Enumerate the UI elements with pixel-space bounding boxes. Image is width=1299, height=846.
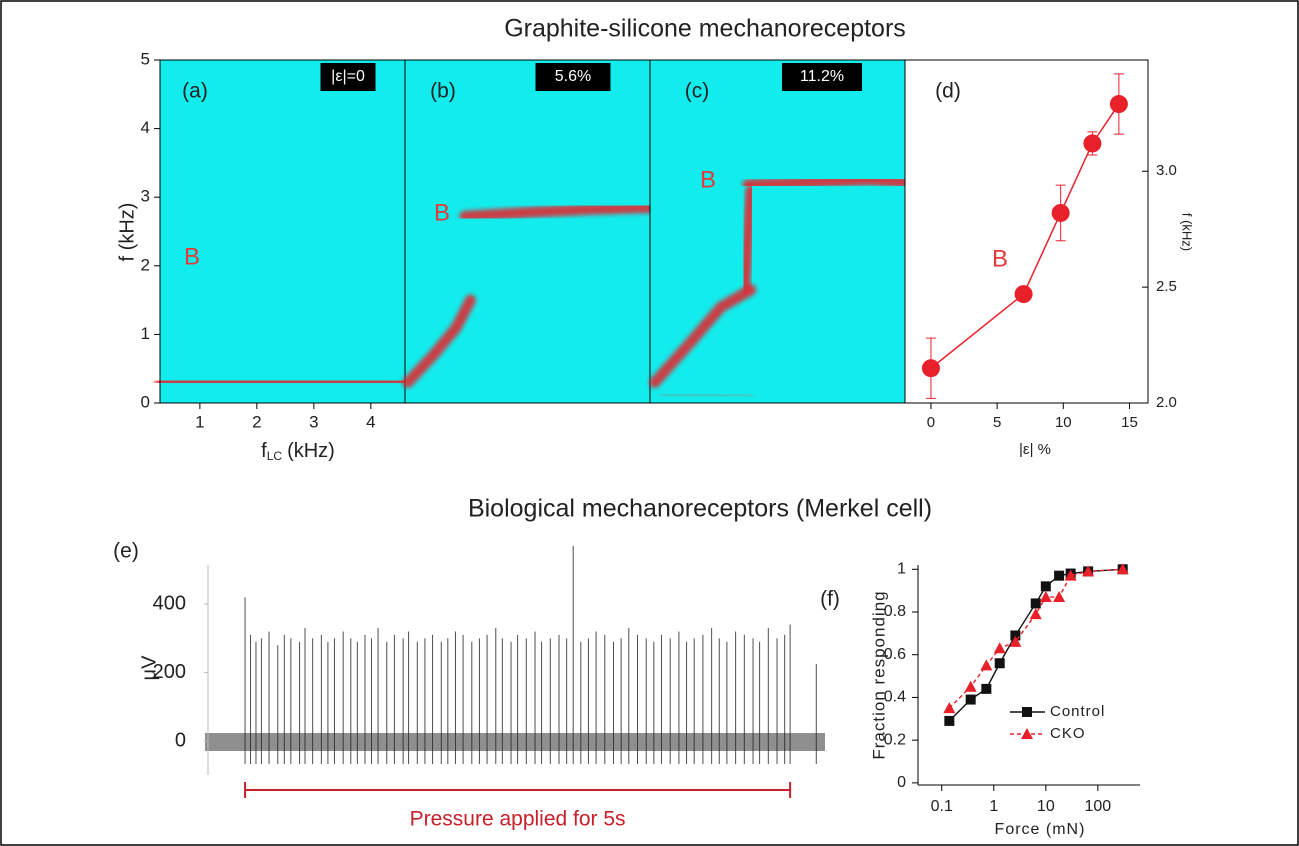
point bbox=[1083, 134, 1102, 153]
x-tick-label: 1 bbox=[195, 412, 204, 431]
point bbox=[921, 359, 940, 378]
point bbox=[994, 658, 1005, 669]
panel-label: (d) bbox=[935, 80, 961, 103]
point bbox=[964, 680, 977, 692]
annotation: Pressure applied for 5s bbox=[410, 808, 626, 831]
y-tick-label: 5 bbox=[141, 49, 150, 68]
point bbox=[1039, 591, 1052, 603]
x-tick-label: 0.1 bbox=[931, 798, 953, 815]
trace bbox=[659, 392, 754, 399]
point bbox=[980, 659, 993, 671]
y-tick-label: 2 bbox=[141, 255, 150, 274]
y-tick-label: 3.0 bbox=[1156, 162, 1177, 179]
point bbox=[1009, 635, 1022, 647]
tag-bg bbox=[320, 63, 376, 91]
plot-area bbox=[904, 59, 1149, 404]
panel-label: (f) bbox=[820, 588, 840, 611]
x-tick-label: 3 bbox=[309, 412, 318, 431]
tag-bg bbox=[535, 63, 611, 91]
trace bbox=[154, 375, 411, 388]
y-tick-label: 0.6 bbox=[884, 646, 906, 663]
spectrogram-bg bbox=[159, 59, 406, 404]
heading: Biological mechanoreceptors (Merkel cell… bbox=[468, 495, 932, 523]
point bbox=[1030, 598, 1041, 609]
annotation: B bbox=[992, 245, 1008, 272]
point bbox=[1051, 203, 1070, 222]
x-axis-label: Force (mN) bbox=[995, 821, 1086, 838]
point bbox=[1109, 95, 1128, 114]
y-tick-label: 0.2 bbox=[884, 731, 906, 748]
y-tick-label: 0.8 bbox=[884, 603, 906, 620]
annotation: B bbox=[184, 243, 200, 270]
legend-marker bbox=[1022, 707, 1032, 717]
panel-label: (c) bbox=[685, 80, 710, 103]
tag-bg bbox=[782, 63, 862, 91]
point bbox=[1014, 285, 1033, 304]
x-axis-label: |ε| % bbox=[1019, 441, 1051, 458]
trace bbox=[742, 174, 911, 191]
point bbox=[1054, 570, 1065, 581]
heading: Graphite-silicone mechanoreceptors bbox=[504, 15, 906, 43]
y-tick-label: 0 bbox=[175, 729, 186, 751]
point bbox=[993, 642, 1006, 654]
panel-label: (e) bbox=[113, 540, 139, 563]
y-axis-label: f (kHz) bbox=[116, 203, 138, 262]
x-axis-label: fLC (kHz) bbox=[261, 440, 335, 463]
y-tick-label: 3 bbox=[141, 187, 150, 206]
x-label-main: f bbox=[261, 440, 267, 462]
annotation: B bbox=[700, 166, 716, 193]
y-tick-label: 200 bbox=[153, 661, 186, 683]
trace bbox=[739, 184, 757, 292]
x-tick-label: 5 bbox=[993, 414, 1001, 431]
point bbox=[1053, 591, 1066, 603]
y-axis-label: μV bbox=[138, 655, 160, 681]
tag: 5.6% bbox=[555, 68, 591, 85]
x-tick-label: 15 bbox=[1121, 414, 1138, 431]
x-tick-label: 0 bbox=[927, 414, 935, 431]
y-tick-label: 1 bbox=[897, 560, 906, 577]
y-axis-label: f (kHz) bbox=[1180, 213, 1195, 251]
x-tick-label: 10 bbox=[1037, 798, 1055, 815]
trace bbox=[649, 284, 757, 388]
legend-label: CKO bbox=[1050, 725, 1086, 742]
noise-band bbox=[205, 733, 825, 751]
point bbox=[981, 683, 992, 694]
point bbox=[1082, 565, 1095, 577]
x-tick-label: 10 bbox=[1055, 414, 1072, 431]
point bbox=[1116, 563, 1129, 575]
y-tick-label: 4 bbox=[141, 118, 150, 137]
trace bbox=[459, 201, 656, 222]
legend-label: Control bbox=[1050, 703, 1105, 720]
panel-label: (a) bbox=[182, 80, 208, 103]
y-tick-label: 2.0 bbox=[1156, 394, 1177, 411]
point bbox=[1064, 569, 1077, 581]
point bbox=[1040, 581, 1051, 592]
point bbox=[1010, 630, 1021, 641]
x-tick-label: 2 bbox=[252, 412, 261, 431]
x-label-unit: (kHz) bbox=[287, 440, 335, 462]
y-tick-label: 2.5 bbox=[1156, 278, 1177, 295]
point bbox=[965, 694, 976, 705]
y-tick-label: 0 bbox=[897, 774, 906, 791]
point bbox=[943, 702, 956, 714]
y-tick-label: 0.4 bbox=[884, 689, 906, 706]
y-tick-label: 1 bbox=[141, 324, 150, 343]
trace bbox=[402, 294, 477, 388]
x-tick-label: 4 bbox=[366, 412, 375, 431]
panel-label: (b) bbox=[430, 80, 456, 103]
y-axis-label: Fraction responding bbox=[869, 590, 888, 759]
y-tick-label: 400 bbox=[153, 592, 186, 614]
annotation: B bbox=[434, 199, 450, 226]
point bbox=[944, 715, 955, 726]
point bbox=[1029, 608, 1042, 620]
x-tick-label: 1 bbox=[989, 798, 998, 815]
tag: 11.2% bbox=[800, 68, 844, 85]
y-tick-label: 0 bbox=[141, 392, 150, 411]
legend-marker bbox=[1021, 728, 1033, 739]
tag: |ε|=0 bbox=[331, 68, 365, 85]
x-label-sub: LC bbox=[267, 449, 283, 463]
x-tick-label: 100 bbox=[1085, 798, 1112, 815]
